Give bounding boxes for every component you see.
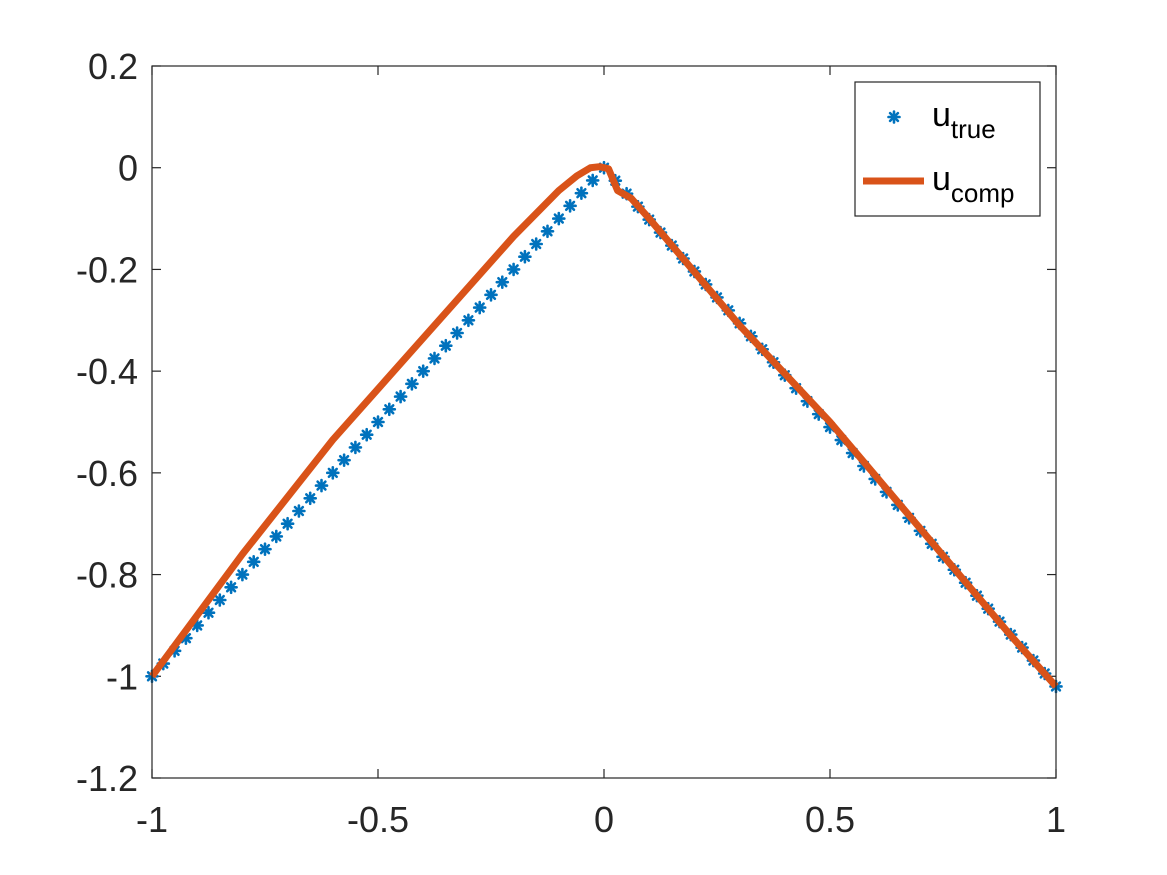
legend-true-label: utrue (932, 96, 996, 144)
x-tick-label: -0.5 (347, 799, 409, 840)
x-tick-labels: -1 -0.5 0 0.5 1 (136, 799, 1066, 840)
legend-box (854, 81, 1041, 217)
u-comp-line (149, 163, 1059, 689)
legend-asterisk (887, 110, 901, 124)
true-marker (427, 351, 442, 366)
true-marker (585, 173, 600, 188)
legend-comp-label: ucomp (932, 160, 1015, 208)
true-marker (348, 440, 363, 455)
y-tick-label: -0.8 (76, 555, 138, 596)
true-marker (235, 567, 250, 582)
x-tick-label: 0.5 (805, 799, 855, 840)
y-tick-label: -0.4 (76, 351, 138, 392)
true-marker (246, 555, 261, 569)
true-marker (472, 300, 487, 315)
true-marker (269, 529, 284, 544)
true-marker (224, 580, 238, 595)
true-marker (574, 186, 589, 200)
true-marker (540, 224, 555, 239)
true-marker (563, 199, 577, 213)
true-marker (506, 262, 521, 277)
x-tick-label: -1 (136, 799, 168, 840)
true-marker (371, 415, 385, 429)
true-marker (292, 504, 306, 518)
x-tick-label: 0 (594, 799, 614, 840)
true-marker (461, 313, 476, 328)
true-marker (405, 377, 419, 391)
y-tick-label: 0 (118, 148, 138, 189)
true-marker (393, 389, 408, 404)
y-tick-label: -1.2 (76, 758, 138, 799)
y-tick-label: -1 (106, 656, 138, 697)
y-tick-label: -0.2 (76, 249, 138, 290)
true-marker (495, 275, 510, 289)
true-marker (382, 402, 397, 417)
true-marker (325, 466, 340, 480)
true-marker (303, 491, 318, 506)
y-tick-label: 0.2 (88, 46, 138, 87)
true-marker (314, 478, 329, 493)
true-marker (337, 453, 351, 467)
true-marker (213, 593, 227, 607)
true-marker (450, 326, 464, 340)
x-tick-label: 1 (1046, 799, 1066, 840)
true-marker (529, 237, 544, 251)
true-marker (551, 211, 566, 226)
y-tick-labels: 0.2 0 -0.2 -0.4 -0.6 -0.8 -1 -1.2 (76, 46, 138, 799)
true-marker (484, 288, 498, 302)
y-tick-label: -0.6 (76, 453, 138, 494)
true-marker (416, 364, 431, 378)
true-marker (201, 605, 216, 620)
true-marker (359, 427, 374, 442)
true-marker (518, 249, 532, 264)
true-marker (258, 542, 272, 556)
legend-true-marker (887, 110, 901, 124)
true-marker (280, 516, 295, 531)
plot-frame (151, 65, 1057, 779)
true-marker (438, 338, 453, 353)
legend: utrue ucomp (854, 81, 1041, 217)
